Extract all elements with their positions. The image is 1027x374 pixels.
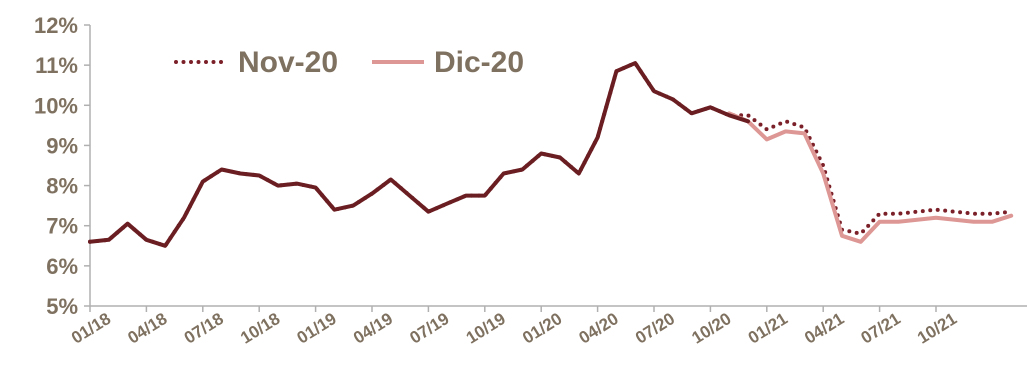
legend: Nov-20 Dic-20: [174, 46, 524, 79]
y-tick-label: 9%: [46, 133, 78, 158]
x-tick-label: 04/21: [801, 309, 847, 348]
x-axis-ticks: 01/18 04/18 07/18 10/18 01/19 04/19 07/19 10/19…: [68, 306, 960, 348]
y-tick-label: 7%: [46, 214, 78, 239]
y-tick-label: 10%: [34, 93, 78, 118]
series-line-dic-20: [727, 111, 1014, 244]
series-line-history: [88, 61, 750, 248]
x-tick-label: 07/19: [406, 309, 452, 348]
y-tick-label: 5%: [46, 294, 78, 319]
y-tick-label: 6%: [46, 254, 78, 279]
x-tick-label: 04/20: [576, 309, 622, 348]
y-tick-label: 8%: [46, 174, 78, 199]
y-axis-ticks: 5% 6% 7% 8% 9% 10% 11% 12%: [34, 13, 90, 319]
x-tick-label: 07/18: [181, 309, 227, 348]
x-tick-label: 04/18: [124, 309, 170, 348]
legend-label-nov-20: Nov-20: [238, 46, 338, 79]
x-tick-label: 07/20: [632, 309, 678, 348]
y-tick-label: 12%: [34, 13, 78, 38]
x-tick-label: 07/21: [858, 309, 904, 348]
x-tick-label: 10/18: [237, 309, 283, 348]
x-tick-label: 10/21: [914, 309, 960, 348]
series-layer: [88, 61, 1014, 248]
x-tick-label: 04/19: [350, 309, 396, 348]
x-tick-label: 10/19: [463, 309, 509, 348]
x-tick-label: 01/21: [745, 309, 791, 348]
x-tick-label: 01/20: [519, 309, 565, 348]
y-tick-label: 11%: [35, 53, 78, 78]
legend-label-dic-20: Dic-20: [434, 46, 524, 79]
x-tick-label: 10/20: [688, 309, 734, 348]
x-tick-label: 01/19: [294, 309, 340, 348]
